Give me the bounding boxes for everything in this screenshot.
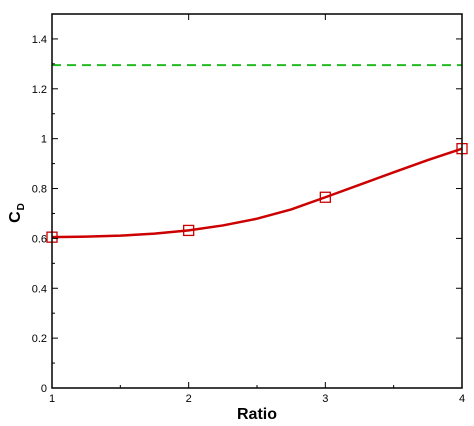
y-tick-label-2: 0.4 [32, 283, 47, 295]
svg-text:CD: CD [7, 203, 27, 223]
ticks-layer: 1 2 3 4 0 0.2 0.4 0.6 0.8 1 1.2 1.4 [32, 14, 465, 405]
x-tick-label-0: 1 [49, 393, 55, 405]
y-tick-label-4: 0.8 [32, 184, 47, 196]
y-axis-title-sub: D [16, 203, 27, 210]
y-axis-title-main: C [7, 211, 24, 223]
plot-frame [51, 13, 463, 389]
x-tick-label-2: 3 [322, 393, 328, 405]
series-0-line [51, 147, 463, 239]
x-tick-label-1: 2 [186, 393, 192, 405]
y-tick-label-5: 1 [41, 134, 47, 146]
y-axis-title: CD [7, 203, 27, 223]
y-tick-label-0: 0 [41, 383, 47, 395]
y-tick-label-3: 0.6 [32, 233, 47, 245]
series-0-marker-1 [183, 224, 195, 237]
y-tick-label-1: 0.2 [32, 333, 47, 345]
series-0-marker-2 [319, 191, 331, 203]
x-axis-title: Ratio [237, 406, 277, 423]
x-tick-label-3: 4 [459, 393, 465, 405]
series-layer [46, 64, 468, 243]
y-tick-label-6: 1.2 [32, 84, 47, 96]
y-tick-label-7: 1.4 [32, 34, 47, 46]
